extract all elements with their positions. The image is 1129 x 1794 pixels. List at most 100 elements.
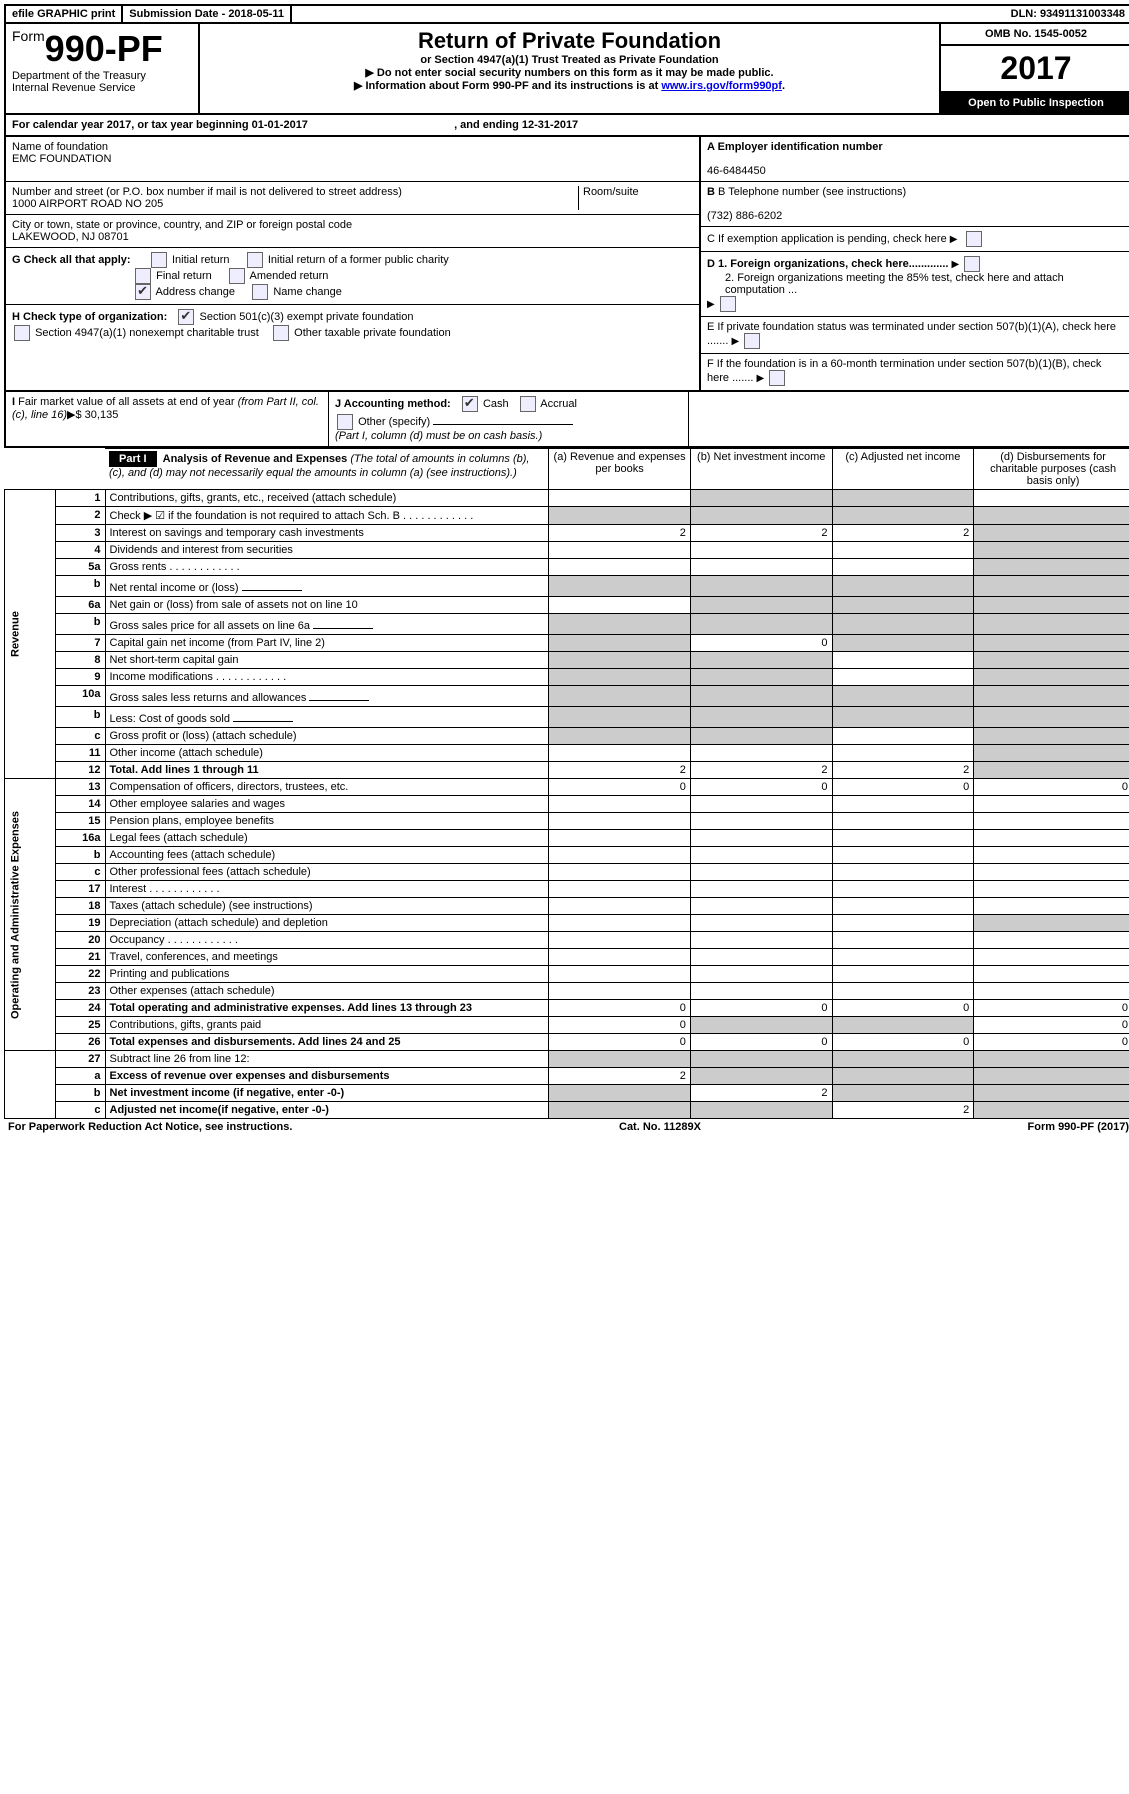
table-row: cGross profit or (loss) (attach schedule…	[5, 728, 1129, 745]
table-row: 12Total. Add lines 1 through 11222	[5, 762, 1129, 779]
col-a: (a) Revenue and expenses per books	[549, 449, 691, 490]
table-row: 24Total operating and administrative exp…	[5, 1000, 1129, 1017]
dept-line: Department of the Treasury	[12, 70, 192, 82]
form-title: Return of Private Foundation	[210, 28, 929, 54]
table-row: 19Depreciation (attach schedule) and dep…	[5, 915, 1129, 932]
table-row: 2Check ▶ ☑ if the foundation is not requ…	[5, 507, 1129, 525]
ein: 46-6484450	[707, 165, 1125, 177]
info-block: Name of foundation EMC FOUNDATION Number…	[4, 137, 1129, 392]
footer-right: Form 990-PF (2017)	[1028, 1121, 1129, 1133]
dln: DLN: 93491131003348	[1005, 6, 1129, 22]
table-row: 26Total expenses and disbursements. Add …	[5, 1034, 1129, 1051]
checkbox-initial-former[interactable]	[247, 252, 263, 268]
table-row: bNet investment income (if negative, ent…	[5, 1085, 1129, 1102]
checkbox-cash[interactable]	[462, 396, 478, 412]
open-inspection: Open to Public Inspection	[941, 93, 1129, 113]
omb: OMB No. 1545-0052	[941, 24, 1129, 46]
table-row: 20Occupancy	[5, 932, 1129, 949]
calendar-year-row: For calendar year 2017, or tax year begi…	[4, 115, 1129, 137]
footer: For Paperwork Reduction Act Notice, see …	[4, 1119, 1129, 1135]
table-row: 14Other employee salaries and wages	[5, 796, 1129, 813]
checkbox-e[interactable]	[744, 333, 760, 349]
top-bar: efile GRAPHIC print Submission Date - 20…	[4, 4, 1129, 24]
checkbox-initial[interactable]	[151, 252, 167, 268]
table-row: 17Interest	[5, 881, 1129, 898]
table-row: 7Capital gain net income (from Part IV, …	[5, 635, 1129, 652]
warn-2: ▶ Information about Form 990-PF and its …	[210, 79, 929, 92]
efile-label: efile GRAPHIC print	[6, 6, 123, 22]
section-f: F If the foundation is in a 60-month ter…	[701, 354, 1129, 390]
table-row: 21Travel, conferences, and meetings	[5, 949, 1129, 966]
checkbox-amended[interactable]	[229, 268, 245, 284]
tel: (732) 886-6202	[707, 210, 1125, 222]
col-b: (b) Net investment income	[690, 449, 832, 490]
tel-label: B B Telephone number (see instructions)	[707, 186, 1125, 198]
table-row: 15Pension plans, employee benefits	[5, 813, 1129, 830]
table-row: bLess: Cost of goods sold	[5, 707, 1129, 728]
city-label: City or town, state or province, country…	[12, 219, 693, 231]
table-row: 18Taxes (attach schedule) (see instructi…	[5, 898, 1129, 915]
fmv: 30,135	[85, 409, 119, 421]
section-d: D 1. Foreign organizations, check here..…	[701, 252, 1129, 317]
room-label: Room/suite	[578, 186, 693, 210]
name-label: Name of foundation	[12, 141, 693, 153]
submission-date: Submission Date - 2018-05-11	[123, 6, 292, 22]
footer-left: For Paperwork Reduction Act Notice, see …	[8, 1121, 292, 1133]
footer-mid: Cat. No. 11289X	[619, 1121, 701, 1133]
table-row: 25Contributions, gifts, grants paid00	[5, 1017, 1129, 1034]
irs-link[interactable]: www.irs.gov/form990pf	[661, 80, 782, 92]
checkbox-c[interactable]	[966, 231, 982, 247]
addr-label: Number and street (or P.O. box number if…	[12, 186, 578, 198]
checkbox-address-change[interactable]	[135, 284, 151, 300]
col-d: (d) Disbursements for charitable purpose…	[974, 449, 1129, 490]
city: LAKEWOOD, NJ 08701	[12, 231, 693, 243]
table-row: 9Income modifications	[5, 669, 1129, 686]
checkbox-name-change[interactable]	[252, 284, 268, 300]
table-row: Revenue1Contributions, gifts, grants, et…	[5, 490, 1129, 507]
col-c: (c) Adjusted net income	[832, 449, 974, 490]
table-row: bGross sales price for all assets on lin…	[5, 614, 1129, 635]
warn-1: ▶ Do not enter social security numbers o…	[210, 66, 929, 79]
checkbox-final[interactable]	[135, 268, 151, 284]
form-header: Form990-PF Department of the Treasury In…	[4, 24, 1129, 115]
form-number: Form990-PF	[12, 28, 192, 70]
checkbox-501c3[interactable]	[178, 309, 194, 325]
addr: 1000 AIRPORT ROAD NO 205	[12, 198, 578, 210]
form-subtitle: or Section 4947(a)(1) Trust Treated as P…	[210, 54, 929, 66]
i-j-row: I Fair market value of all assets at end…	[4, 392, 1129, 448]
table-row: 10aGross sales less returns and allowanc…	[5, 686, 1129, 707]
table-row: bAccounting fees (attach schedule)	[5, 847, 1129, 864]
checkbox-other-method[interactable]	[337, 414, 353, 430]
table-row: cAdjusted net income(if negative, enter …	[5, 1102, 1129, 1119]
checkbox-f[interactable]	[769, 370, 785, 386]
irs-line: Internal Revenue Service	[12, 82, 192, 94]
checkbox-other-taxable[interactable]	[273, 325, 289, 341]
table-row: cOther professional fees (attach schedul…	[5, 864, 1129, 881]
checkbox-d1[interactable]	[964, 256, 980, 272]
section-h: H Check type of organization: Section 50…	[6, 305, 699, 345]
section-c: C If exemption application is pending, c…	[701, 227, 1129, 252]
table-row: bNet rental income or (loss)	[5, 576, 1129, 597]
part-label: Part I	[109, 451, 157, 467]
checkbox-4947[interactable]	[14, 325, 30, 341]
ein-label: A Employer identification number	[707, 141, 1125, 153]
section-g: G Check all that apply: Initial return I…	[6, 248, 699, 305]
table-row: 22Printing and publications	[5, 966, 1129, 983]
table-row: 6aNet gain or (loss) from sale of assets…	[5, 597, 1129, 614]
part1-table: Part I Analysis of Revenue and Expenses …	[4, 448, 1129, 1119]
section-e: E If private foundation status was termi…	[701, 317, 1129, 354]
table-row: 3Interest on savings and temporary cash …	[5, 525, 1129, 542]
table-row: aExcess of revenue over expenses and dis…	[5, 1068, 1129, 1085]
table-row: 4Dividends and interest from securities	[5, 542, 1129, 559]
table-row: Operating and Administrative Expenses13C…	[5, 779, 1129, 796]
foundation-name: EMC FOUNDATION	[12, 153, 693, 165]
table-row: 11Other income (attach schedule)	[5, 745, 1129, 762]
checkbox-d2[interactable]	[720, 296, 736, 312]
tax-year: 2017	[941, 46, 1129, 93]
checkbox-accrual[interactable]	[520, 396, 536, 412]
table-row: 16aLegal fees (attach schedule)	[5, 830, 1129, 847]
table-row: 8Net short-term capital gain	[5, 652, 1129, 669]
table-row: 5aGross rents	[5, 559, 1129, 576]
table-row: 23Other expenses (attach schedule)	[5, 983, 1129, 1000]
table-row: 27Subtract line 26 from line 12:	[5, 1051, 1129, 1068]
